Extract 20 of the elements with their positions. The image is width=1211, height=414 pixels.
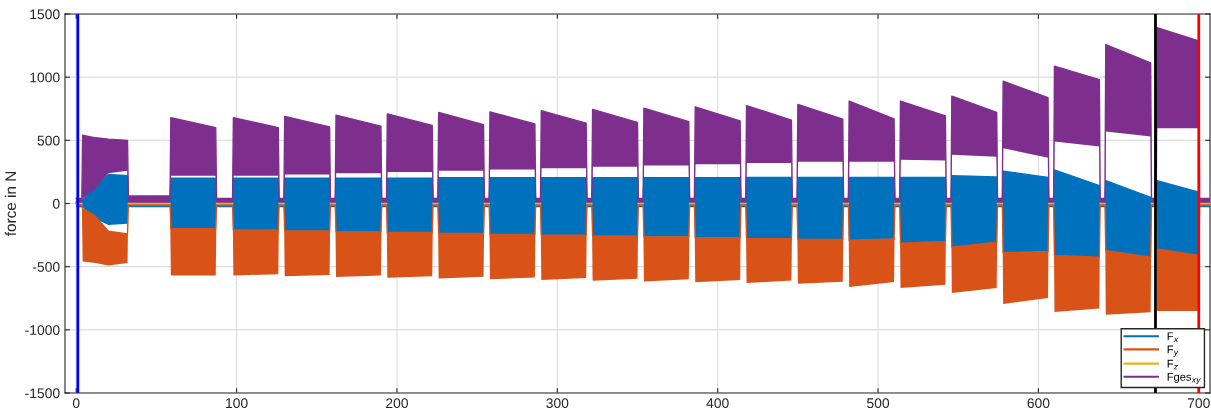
- y-axis-title: force in N: [4, 172, 17, 236]
- x-tick-label: 100: [226, 398, 248, 409]
- y-tick-label: 0: [52, 198, 60, 209]
- y-tick-label: 500: [37, 135, 60, 146]
- y-tick-label: -500: [32, 262, 60, 272]
- x-tick-label: 500: [867, 398, 890, 409]
- x-tick-label: 400: [706, 398, 729, 409]
- legend-label: F$_{y}$: [1167, 345, 1179, 357]
- y-tick-label: 1000: [30, 72, 60, 83]
- legend-label: Fges$_{xy}$: [1167, 373, 1201, 385]
- y-tick-label: 1500: [30, 9, 60, 20]
- x-tick-label: 300: [546, 398, 569, 409]
- legend-label: F$_{z}$: [1167, 359, 1178, 370]
- legend-label: F$_{x}$: [1167, 332, 1179, 342]
- y-tick-label: -1000: [25, 325, 60, 335]
- x-tick-label: 200: [386, 398, 408, 409]
- y-tick-label: -1500: [25, 388, 60, 399]
- x-tick-label: 600: [1027, 398, 1050, 409]
- x-tick-label: 700: [1187, 398, 1210, 409]
- x-tick-label: 0: [72, 398, 80, 409]
